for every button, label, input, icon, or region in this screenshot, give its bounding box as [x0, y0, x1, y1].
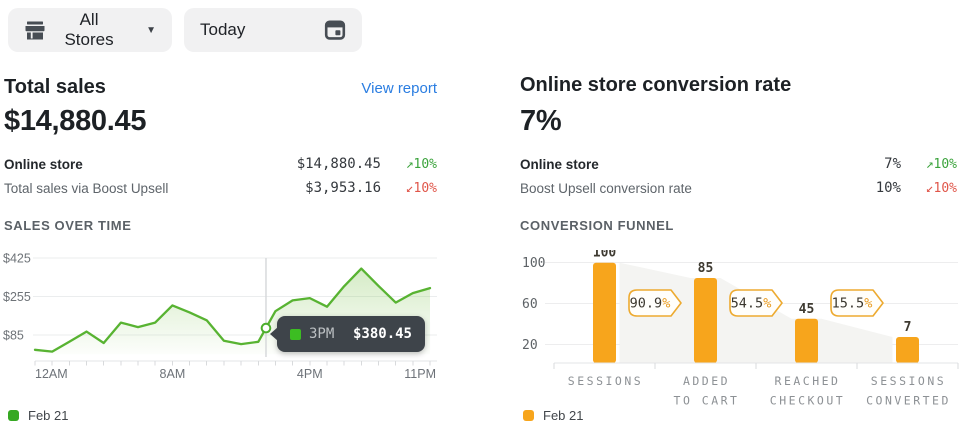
- category-label: CONVERTED: [866, 394, 951, 408]
- y-axis-label: $425: [3, 251, 31, 265]
- funnel-chart-svg: 100 60 20 100 85 45 7 90.9% 54.5% 15.5% SESSIONS AD…: [522, 246, 959, 408]
- bar-value-label: 7: [904, 320, 912, 335]
- total-sales-title: Total sales: [4, 76, 106, 98]
- conversion-percent-badge: [830, 289, 884, 317]
- category-label: SESSIONS: [871, 374, 946, 388]
- tooltip-time: 3PM: [309, 326, 335, 342]
- metric-change-down: ↙10%: [925, 180, 957, 196]
- x-axis-label: 12AM: [35, 367, 68, 381]
- metric-value: $14,880.45: [296, 156, 381, 172]
- conversion-funnel-heading: CONVERSION FUNNEL: [520, 218, 674, 233]
- total-sales-row-boost-upsell: Total sales via Boost Upsell $3,953.16 ↙…: [4, 179, 437, 197]
- date-filter-label: Today: [200, 20, 246, 39]
- y-axis-label: $85: [3, 329, 24, 343]
- metric-change-up: ↗10%: [405, 156, 437, 172]
- funnel-bar[interactable]: [795, 318, 818, 363]
- category-label: SESSIONS: [568, 374, 643, 388]
- chart-tooltip: 3PM $380.45: [270, 316, 425, 352]
- funnel-bar[interactable]: [896, 337, 919, 363]
- store-filter-label: All Stores: [64, 10, 114, 49]
- conversion-funnel-chart[interactable]: 100 60 20 100 85 45 7 90.9% 54.5% 15.5% SESSIONS AD…: [520, 246, 960, 412]
- sales-legend: Feb 21: [8, 408, 68, 423]
- y-axis-label: 60: [522, 297, 538, 312]
- metric-label: Total sales via Boost Upsell: [4, 180, 169, 196]
- total-sales-row-online-store: Online store $14,880.45 ↗10%: [4, 155, 437, 173]
- conversion-row-boost-upsell: Boost Upsell conversion rate 10% ↙10%: [520, 179, 957, 197]
- metric-value: $3,953.16: [305, 180, 381, 196]
- legend-swatch-green: [8, 410, 19, 421]
- tooltip-value: $380.45: [352, 326, 412, 342]
- y-axis-label: 100: [522, 256, 545, 271]
- metric-change-down: ↙10%: [405, 180, 437, 196]
- metric-label: Online store: [520, 156, 599, 172]
- legend-label: Feb 21: [543, 408, 584, 423]
- y-axis-label: 20: [522, 338, 538, 353]
- tooltip-series-swatch: [290, 328, 301, 340]
- sales-over-time-heading: SALES OVER TIME: [4, 218, 132, 233]
- metric-value: 10%: [875, 180, 901, 196]
- metric-label: Boost Upsell conversion rate: [520, 180, 692, 196]
- category-label: TO CART: [674, 394, 740, 408]
- badge-percent-text: 15.5%: [832, 296, 873, 312]
- funnel-bar[interactable]: [593, 262, 616, 363]
- conversion-percent-badge: [729, 289, 783, 317]
- sales-line: [33, 267, 432, 353]
- metric-label: Online store: [4, 156, 83, 172]
- category-label: CHECKOUT: [770, 394, 845, 408]
- badge-percent-text: 90.9%: [630, 296, 671, 312]
- bar-value-label: 100: [593, 250, 617, 261]
- funnel-legend: Feb 21: [523, 408, 583, 423]
- legend-swatch-orange: [523, 410, 534, 421]
- date-filter-button[interactable]: Today: [184, 8, 362, 52]
- view-report-link[interactable]: View report: [361, 80, 437, 97]
- conversion-rate-title: Online store conversion rate: [520, 74, 792, 96]
- x-axis-label: 11PM: [404, 367, 436, 381]
- chevron-down-icon: ▼: [146, 24, 156, 36]
- bar-value-label: 45: [799, 302, 815, 317]
- total-sales-value: $14,880.45: [4, 105, 147, 137]
- store-filter-button[interactable]: All Stores ▼: [8, 8, 172, 52]
- category-label: REACHED: [775, 374, 841, 388]
- conversion-rate-value: 7%: [520, 105, 562, 137]
- metric-value: 7%: [884, 156, 901, 172]
- funnel-bar[interactable]: [694, 278, 717, 363]
- calendar-icon: [324, 19, 346, 41]
- bar-value-label: 85: [698, 261, 714, 276]
- x-axis-label: 8AM: [160, 367, 186, 381]
- metric-change-up: ↗10%: [925, 156, 957, 172]
- y-axis-label: $255: [3, 290, 31, 304]
- category-label: ADDED: [683, 374, 730, 388]
- conversion-row-online-store: Online store 7% ↗10%: [520, 155, 957, 173]
- storefront-icon: [24, 21, 46, 40]
- hover-point-marker: [260, 322, 272, 334]
- x-axis-label: 4PM: [297, 367, 323, 381]
- legend-label: Feb 21: [28, 408, 69, 423]
- conversion-percent-badge: [628, 289, 682, 317]
- badge-percent-text: 54.5%: [731, 296, 772, 312]
